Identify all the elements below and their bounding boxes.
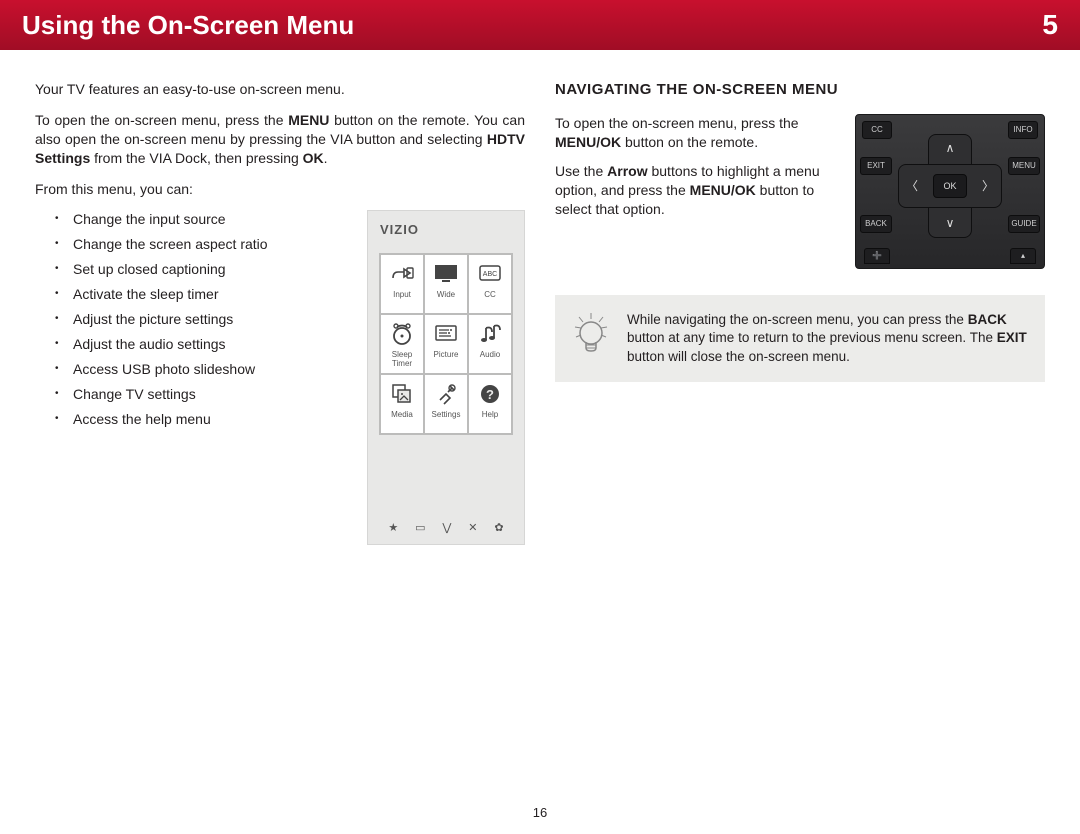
chapter-number: 5 xyxy=(1042,9,1058,41)
chapter-title: Using the On-Screen Menu xyxy=(22,10,354,41)
list-item: Activate the sleep timer xyxy=(55,285,349,304)
menu-cell-sleep: Sleep Timer xyxy=(380,314,424,374)
right-top: To open the on-screen menu, press the ME… xyxy=(555,114,1045,269)
remote-ok-button: OK xyxy=(933,174,967,198)
wide-icon xyxy=(433,261,459,287)
menu-cell-input: Input xyxy=(380,254,424,314)
remote-guide-button: GUIDE xyxy=(1008,215,1040,233)
remote-back-button: BACK xyxy=(860,215,892,233)
menu-cell-audio: Audio xyxy=(468,314,512,374)
remote-image: CC INFO EXIT MENU BACK GUIDE ➕ ▴ OK ∧ ∨ … xyxy=(855,114,1045,269)
settings-icon xyxy=(433,381,459,407)
open-menu-para: To open the on-screen menu, press the ME… xyxy=(35,111,525,168)
remote-info-button: INFO xyxy=(1008,121,1038,139)
menu-cell-settings: Settings xyxy=(424,374,468,434)
list-item: Change TV settings xyxy=(55,385,349,404)
up-arrow-icon: ∧ xyxy=(946,140,955,156)
right-column: NAVIGATING THE ON-SCREEN MENU To open th… xyxy=(555,80,1045,545)
tip-box: While navigating the on-screen menu, you… xyxy=(555,295,1045,382)
nav-p1: To open the on-screen menu, press the ME… xyxy=(555,114,841,152)
help-icon: ? xyxy=(477,381,503,407)
nav-text: To open the on-screen menu, press the ME… xyxy=(555,114,841,269)
menu-cell-media: Media xyxy=(380,374,424,434)
section-title: NAVIGATING THE ON-SCREEN MENU xyxy=(555,80,1045,100)
left-wrap: Change the input source Change the scree… xyxy=(35,210,525,544)
tip-text: While navigating the on-screen menu, you… xyxy=(627,311,1027,366)
star-icon: ★ xyxy=(388,521,398,536)
chapter-header: Using the On-Screen Menu 5 xyxy=(0,0,1080,50)
left-arrow-icon: 〈 xyxy=(906,178,918,194)
audio-icon xyxy=(477,321,503,347)
nav-p2: Use the Arrow buttons to highlight a men… xyxy=(555,162,841,219)
x-icon: ✕ xyxy=(468,521,477,536)
remote-ch-button: ▴ xyxy=(1010,248,1036,264)
remote-dpad: OK ∧ ∨ 〈 〉 xyxy=(894,130,1006,242)
input-icon xyxy=(389,261,415,287)
menu-cell-wide: Wide xyxy=(424,254,468,314)
menu-cell-cc: ABCCC xyxy=(468,254,512,314)
list-item: Change the input source xyxy=(55,210,349,229)
page-content: Your TV features an easy-to-use on-scree… xyxy=(0,50,1080,555)
vizio-menu-panel: VIZIO Input Wide ABCCC Sleep Timer Pictu… xyxy=(367,210,525,544)
cc-icon: ABC xyxy=(477,261,503,287)
from-text: From this menu, you can: xyxy=(35,180,525,199)
media-icon xyxy=(389,381,415,407)
list-item: Change the screen aspect ratio xyxy=(55,235,349,254)
vizio-logo: VIZIO xyxy=(380,221,419,239)
down-arrow-icon: ∨ xyxy=(946,215,955,231)
page-number: 16 xyxy=(533,805,547,820)
feature-list: Change the input source Change the scree… xyxy=(55,210,349,428)
remote-vol-button: ➕ xyxy=(864,248,890,264)
svg-text:?: ? xyxy=(486,387,494,402)
intro-text: Your TV features an easy-to-use on-scree… xyxy=(35,80,525,99)
remote-cc-button: CC xyxy=(862,121,892,139)
svg-text:ABC: ABC xyxy=(483,271,497,278)
remote-exit-button: EXIT xyxy=(860,157,892,175)
list-item: Set up closed captioning xyxy=(55,260,349,279)
v-icon: ⋁ xyxy=(442,521,451,536)
menu-grid: Input Wide ABCCC Sleep Timer Picture Aud… xyxy=(379,253,513,435)
list-item: Adjust the audio settings xyxy=(55,335,349,354)
list-item: Adjust the picture settings xyxy=(55,310,349,329)
bullet-container: Change the input source Change the scree… xyxy=(35,210,349,544)
remote-menu-button: MENU xyxy=(1008,157,1040,175)
gear-icon: ✿ xyxy=(494,521,503,536)
right-arrow-icon: 〉 xyxy=(982,178,994,194)
panel-bottom-row: ★ ▭ ⋁ ✕ ✿ xyxy=(376,515,516,538)
menu-cell-picture: Picture xyxy=(424,314,468,374)
menu-cell-help: ?Help xyxy=(468,374,512,434)
sleep-icon xyxy=(389,321,415,347)
list-item: Access USB photo slideshow xyxy=(55,360,349,379)
lightbulb-icon xyxy=(569,311,613,366)
picture-icon xyxy=(433,321,459,347)
list-item: Access the help menu xyxy=(55,410,349,429)
left-column: Your TV features an easy-to-use on-scree… xyxy=(35,80,525,545)
rect-icon: ▭ xyxy=(415,521,425,536)
